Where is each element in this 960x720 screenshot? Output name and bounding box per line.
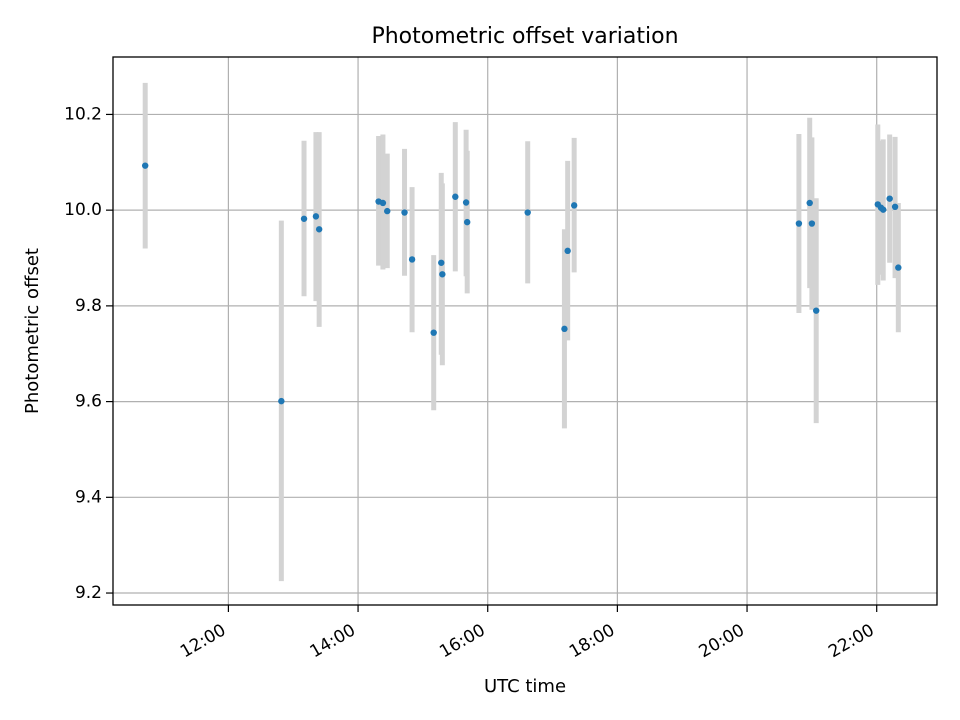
- x-tick-label: 20:00: [696, 620, 748, 662]
- data-point: [452, 193, 459, 200]
- data-point: [300, 215, 308, 222]
- data-point: [439, 271, 446, 278]
- data-point: [430, 329, 437, 336]
- data-point: [570, 202, 578, 209]
- data-point: [561, 325, 568, 333]
- data-point: [524, 209, 531, 216]
- y-axis-ticks: 9.2 9.4 9.6 9.8 10.0 10.2: [64, 104, 113, 603]
- plot-frame: [112, 56, 938, 606]
- data-point: [564, 247, 571, 255]
- chart-title: Photometric offset variation: [371, 24, 678, 49]
- x-axis-ticks: 12:00 14:00 16:00 18:00 20:00 22:00: [177, 605, 878, 662]
- data-point: [808, 220, 816, 227]
- y-tick-label: 9.2: [75, 583, 102, 603]
- data-point: [401, 209, 408, 216]
- data-point: [806, 199, 813, 207]
- data-point: [879, 206, 887, 213]
- data-points: [141, 162, 902, 405]
- y-tick-label: 9.4: [75, 487, 102, 507]
- y-tick-label: 10.0: [64, 200, 102, 220]
- data-point: [278, 397, 285, 405]
- data-point: [141, 162, 149, 169]
- x-tick-label: 12:00: [177, 620, 229, 662]
- error-bars: [142, 82, 901, 582]
- data-point: [312, 213, 320, 220]
- x-tick-label: 16:00: [436, 620, 488, 662]
- x-axis-label: UTC time: [484, 676, 566, 697]
- data-point: [438, 259, 445, 266]
- data-point: [379, 199, 387, 207]
- data-point: [886, 195, 893, 202]
- data-point: [408, 256, 416, 263]
- x-tick-label: 18:00: [566, 620, 618, 662]
- y-tick-label: 9.6: [75, 392, 102, 412]
- y-tick-label: 9.8: [75, 296, 102, 316]
- x-tick-label: 14:00: [307, 620, 359, 662]
- x-tick-label: 22:00: [825, 620, 877, 662]
- data-point: [462, 199, 470, 206]
- data-point: [891, 203, 899, 211]
- data-point: [895, 264, 902, 271]
- data-point: [812, 307, 820, 314]
- y-axis-label: Photometric offset: [22, 248, 43, 414]
- data-point: [795, 220, 803, 227]
- data-point: [384, 207, 391, 215]
- data-point: [463, 218, 471, 226]
- y-tick-label: 10.2: [64, 104, 102, 124]
- data-point: [315, 226, 323, 233]
